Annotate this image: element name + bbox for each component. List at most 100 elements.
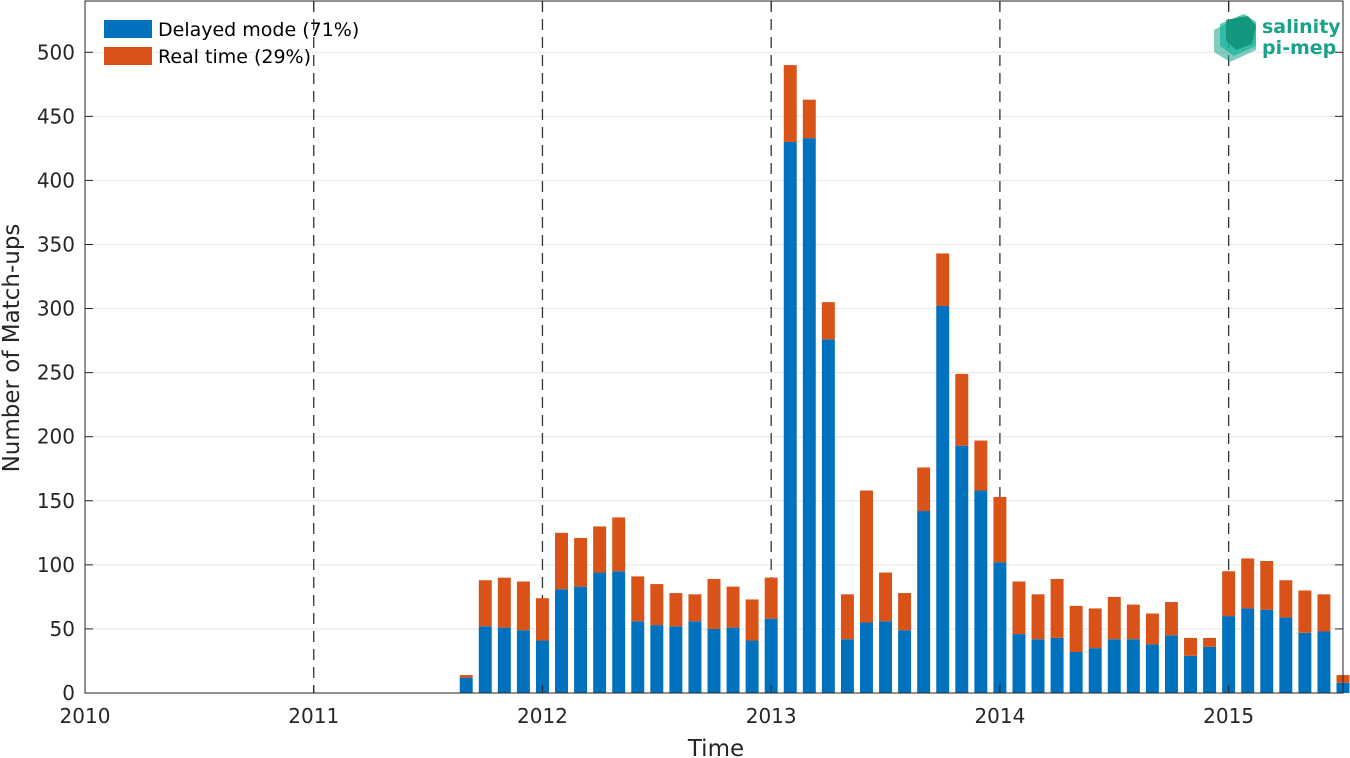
- bar-real-time: [555, 532, 568, 590]
- bar-real-time: [955, 373, 969, 446]
- bar-real-time: [1184, 637, 1197, 656]
- x-tick-label: 2011: [288, 704, 339, 728]
- y-tick-label: 500: [37, 40, 75, 64]
- bar-delayed-mode: [860, 622, 873, 693]
- bar-delayed-mode: [574, 586, 588, 693]
- y-tick-label: 350: [37, 232, 75, 256]
- legend-swatch-delayed: [104, 20, 152, 38]
- bar-real-time: [593, 526, 607, 573]
- bar-delayed-mode: [535, 640, 549, 693]
- bar-delayed-mode: [917, 511, 931, 693]
- tick-labels: 0 50 100 150 200 250 300 350 400 450 500 2010 2011 20…: [37, 40, 1254, 728]
- bar-delayed-mode: [726, 627, 740, 693]
- bar-delayed-mode: [879, 621, 893, 693]
- y-tick-label: 300: [37, 297, 75, 321]
- axes: [84, 0, 1344, 694]
- bar-real-time: [1050, 578, 1064, 638]
- bar-real-time: [764, 577, 778, 619]
- x-tick-label: 2010: [60, 704, 111, 728]
- bar-delayed-mode: [1145, 644, 1159, 693]
- bar-delayed-mode: [593, 572, 607, 693]
- bar-real-time: [1317, 594, 1331, 632]
- bar-real-time: [1279, 580, 1293, 618]
- bar-real-time: [917, 467, 931, 512]
- y-tick-label: 50: [50, 617, 75, 641]
- y-tick-label: 100: [37, 553, 75, 577]
- bar-delayed-mode: [802, 138, 816, 693]
- bar-real-time: [726, 586, 740, 628]
- bar-real-time: [993, 496, 1007, 563]
- bar-real-time: [1069, 605, 1083, 652]
- y-tick-label: 250: [37, 361, 75, 385]
- bar-real-time: [745, 599, 759, 641]
- bar-real-time: [669, 593, 683, 627]
- bar-real-time: [860, 490, 873, 623]
- bar-delayed-mode: [1317, 631, 1331, 693]
- y-tick-label: 450: [37, 104, 75, 128]
- y-tick-label: 200: [37, 425, 75, 449]
- bar-delayed-mode: [1164, 635, 1178, 693]
- bar-delayed-mode: [821, 339, 835, 693]
- bar-real-time: [612, 517, 626, 572]
- bar-real-time: [1107, 596, 1121, 640]
- bar-real-time: [516, 581, 530, 631]
- bar-real-time: [802, 99, 816, 139]
- bar-real-time: [879, 572, 893, 622]
- bar-delayed-mode: [1222, 616, 1236, 693]
- bar-delayed-mode: [1241, 608, 1255, 693]
- bar-delayed-mode: [764, 618, 778, 693]
- y-axis-title: Number of Match-ups: [0, 224, 25, 473]
- bar-real-time: [898, 593, 912, 631]
- bar-real-time: [974, 440, 988, 491]
- bar-delayed-mode: [688, 621, 702, 693]
- bar-delayed-mode: [497, 627, 511, 693]
- bar-delayed-mode: [974, 490, 988, 693]
- bar-real-time: [497, 577, 511, 628]
- bar-delayed-mode: [1088, 648, 1102, 693]
- bar-delayed-mode: [650, 625, 664, 693]
- bar-real-time: [459, 675, 473, 678]
- bar-real-time: [840, 594, 854, 640]
- bar-delayed-mode: [840, 639, 854, 693]
- x-tick-label: 2014: [974, 704, 1025, 728]
- bar-real-time: [783, 65, 797, 142]
- bar-delayed-mode: [631, 621, 645, 693]
- grid-lines: [85, 51, 1343, 630]
- bar-delayed-mode: [612, 571, 626, 693]
- bar-delayed-mode: [783, 141, 797, 694]
- bar-delayed-mode: [707, 628, 721, 693]
- legend-label-delayed: Delayed mode (71%): [158, 19, 359, 41]
- bar-real-time: [688, 594, 702, 622]
- bar-real-time: [1241, 558, 1255, 609]
- bar-real-time: [1298, 590, 1312, 633]
- bar-real-time: [1203, 637, 1217, 647]
- bar-delayed-mode: [1107, 639, 1121, 693]
- bar-delayed-mode: [1260, 609, 1274, 693]
- bar-delayed-mode: [1279, 617, 1293, 693]
- bar-delayed-mode: [1203, 646, 1217, 693]
- bar-delayed-mode: [516, 630, 530, 693]
- year-divider-lines: [313, 1, 1230, 693]
- y-tick-label: 400: [37, 168, 75, 192]
- logo-mark-icon: [1214, 14, 1256, 62]
- bar-real-time: [1126, 604, 1140, 640]
- plot-frame: [84, 0, 1344, 694]
- bar-real-time: [936, 253, 950, 306]
- bar-real-time: [1031, 594, 1045, 640]
- salinity-pi-mep-logo: salinity pi-mep: [1214, 14, 1341, 62]
- bar-delayed-mode: [669, 626, 683, 693]
- y-tick-label: 0: [62, 681, 75, 705]
- bar-delayed-mode: [1184, 655, 1197, 693]
- bar-delayed-mode: [1012, 634, 1026, 693]
- logo-text-pimep: pi-mep: [1262, 37, 1336, 59]
- bar-real-time: [631, 576, 645, 622]
- bar-real-time: [821, 302, 835, 340]
- legend: Delayed mode (71%) Real time (29%): [104, 19, 359, 68]
- bar-real-time: [1260, 561, 1274, 610]
- bar-delayed-mode: [555, 589, 568, 693]
- bar-delayed-mode: [745, 640, 759, 693]
- bar-delayed-mode: [478, 626, 492, 693]
- x-tick-label: 2015: [1203, 704, 1254, 728]
- bar-delayed-mode: [1050, 637, 1064, 693]
